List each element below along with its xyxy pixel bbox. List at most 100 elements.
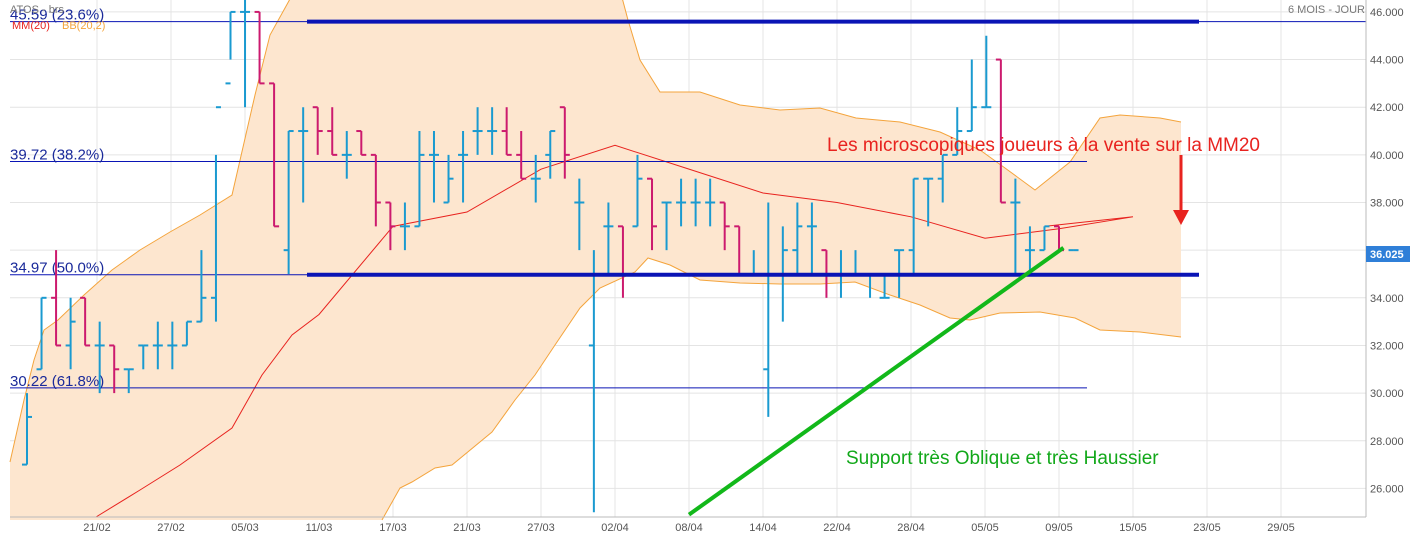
fib-level-label: 39.72 (38.2%) <box>10 147 104 164</box>
ohlc-bar <box>123 368 134 394</box>
axes: 46.00044.00042.00040.00038.00036.00034.0… <box>10 0 1404 534</box>
y-tick-label: 46.000 <box>1370 7 1404 19</box>
x-tick-label: 28/04 <box>897 522 925 534</box>
period-label: 6 MOIS - JOUR <box>1288 4 1365 16</box>
fib-level-label: 30.22 (61.8%) <box>10 373 104 390</box>
ohlc-bar <box>298 107 309 203</box>
ohlc-bar <box>443 154 454 204</box>
x-tick-label: 27/03 <box>527 522 555 534</box>
trendline <box>687 246 1065 517</box>
ohlc-bar <box>501 107 512 156</box>
y-tick-label: 44.000 <box>1370 55 1404 67</box>
ohlc-bar <box>632 154 643 228</box>
ohlc-bar <box>647 177 658 251</box>
ohlc-bar <box>1024 226 1035 274</box>
ohlc-bar <box>196 250 207 323</box>
ohlc-bar <box>428 131 439 203</box>
ohlc-bar <box>676 178 687 227</box>
chart-title: ATOS - brs <box>10 4 64 16</box>
ohlc-bar <box>705 178 716 227</box>
ohlc-bar <box>80 296 91 347</box>
ohlc-bar <box>966 59 977 133</box>
y-tick-label: 28.000 <box>1370 436 1404 448</box>
ohlc-bar <box>341 131 352 179</box>
ohlc-bar <box>399 202 410 251</box>
ohlc-bar <box>152 321 163 370</box>
y-tick-label: 40.000 <box>1370 150 1404 162</box>
ohlc-bar <box>806 202 817 274</box>
y-tick-label: 42.000 <box>1370 102 1404 114</box>
y-tick-label: 30.000 <box>1370 388 1404 400</box>
last-price-value: 36.025 <box>1370 249 1404 261</box>
y-tick-label: 34.000 <box>1370 293 1404 305</box>
bollinger-bands <box>9 0 1182 521</box>
ohlc-bar <box>65 297 76 370</box>
ohlc-bar <box>181 320 192 347</box>
x-tick-label: 29/05 <box>1267 522 1295 534</box>
ohlc-bar <box>574 178 585 251</box>
ohlc-bar <box>603 202 614 274</box>
ma-legend: MM(20) <box>12 20 50 32</box>
ohlc-bar <box>283 130 294 274</box>
x-tick-label: 27/02 <box>157 522 185 534</box>
ohlc-bar <box>908 177 919 274</box>
ohlc-bar <box>530 154 541 203</box>
x-tick-label: 21/02 <box>83 522 111 534</box>
band-upper <box>9 0 1182 463</box>
ohlc-bar <box>937 153 948 203</box>
ohlc-bar <box>981 35 992 109</box>
ohlc-bar <box>719 201 730 251</box>
ohlc-bar <box>995 58 1006 204</box>
fibonacci-levels: 45.59 (23.6%) 39.72 (38.2%) 34.97 (50.0%) 3… <box>10 7 1366 390</box>
ohlc-bar <box>690 178 701 227</box>
x-tick-label: 05/05 <box>971 522 999 534</box>
ohlc-bar <box>458 131 469 203</box>
ohlc-bar <box>370 153 381 227</box>
fib-level-label: 45.59 (23.6%) <box>10 7 104 24</box>
ma20-line <box>95 144 1134 518</box>
overlay-lines <box>307 19 1199 517</box>
ohlc-bar <box>792 202 803 274</box>
ohlc-bar <box>487 107 498 155</box>
x-tick-label: 08/04 <box>675 522 703 534</box>
x-tick-label: 02/04 <box>601 522 629 534</box>
ohlc-bar <box>1039 225 1050 252</box>
ohlc-bar <box>36 296 47 371</box>
ohlc-bar <box>94 321 105 394</box>
x-tick-label: 15/05 <box>1119 522 1147 534</box>
ohlc-bar <box>210 106 221 322</box>
ohlc-bar <box>952 107 963 156</box>
ohlc-bar <box>51 250 62 347</box>
x-tick-label: 14/04 <box>749 522 777 534</box>
ohlc-bar <box>225 10 236 85</box>
ohlc-bar <box>254 10 265 85</box>
ohlc-bar <box>879 273 890 299</box>
down-arrow-icon <box>1173 155 1189 225</box>
x-tick-label: 11/03 <box>306 522 333 534</box>
ohlc-bar <box>109 344 120 394</box>
last-price-tag: 36.025 <box>1366 246 1410 262</box>
ohlc-bar <box>559 106 570 179</box>
x-tick-label: 05/03 <box>231 522 259 534</box>
ohlc-bar <box>356 130 367 156</box>
ohlc-bar <box>661 201 672 251</box>
ohlc-bar <box>269 82 280 228</box>
x-tick-label: 09/05 <box>1045 522 1073 534</box>
ohlc-bars <box>22 0 1079 513</box>
x-tick-label: 17/03 <box>379 522 407 534</box>
y-tick-label: 38.000 <box>1370 198 1404 210</box>
ma20-polyline <box>95 144 1134 518</box>
ohlc-bar <box>516 131 527 180</box>
y-tick-label: 32.000 <box>1370 340 1404 352</box>
ohlc-bar <box>414 131 425 228</box>
x-tick-label: 22/04 <box>823 522 851 534</box>
band-fill <box>10 0 1181 520</box>
mm20-annotation: Les microscopiques joueurs à la vente su… <box>827 135 1260 156</box>
ohlc-bar <box>923 177 934 227</box>
fib-level-label: 34.97 (50.0%) <box>10 260 104 277</box>
ohlc-bar <box>472 107 483 155</box>
y-tick-label: 26.000 <box>1370 483 1404 495</box>
ohlc-bar <box>312 106 323 155</box>
ohlc-bar <box>1010 178 1021 274</box>
